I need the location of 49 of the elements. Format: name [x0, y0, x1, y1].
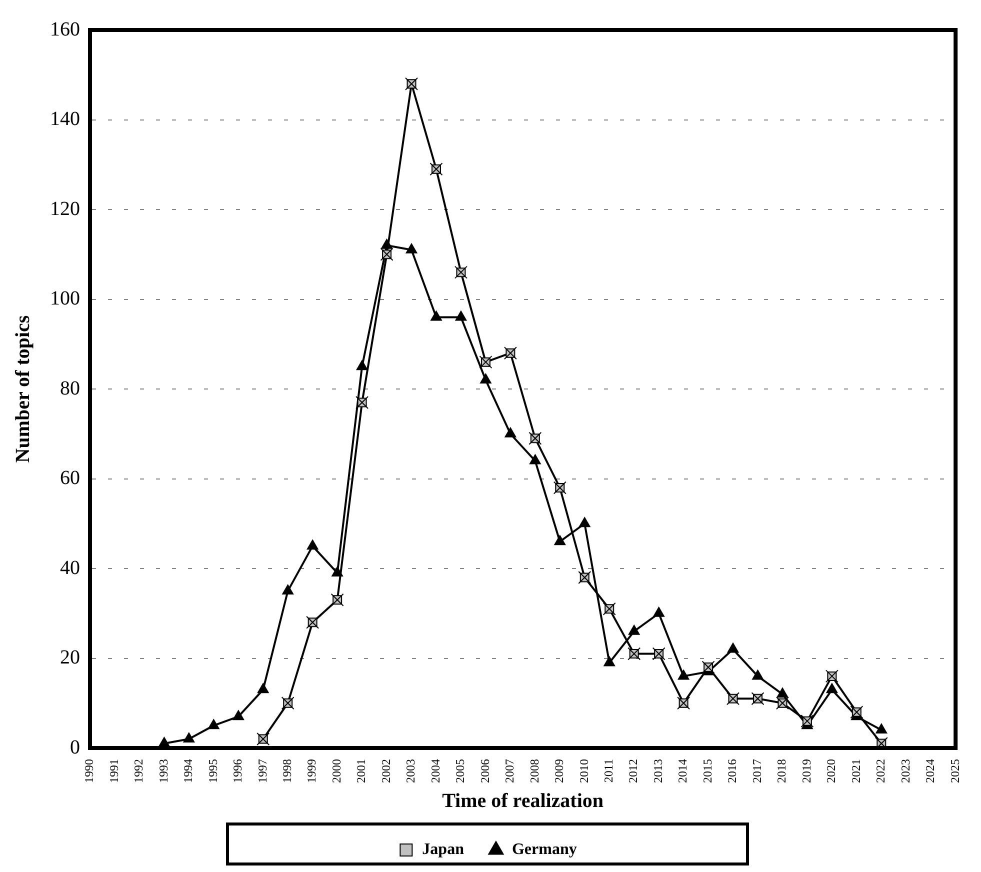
x-tick-label: 2006 [478, 759, 492, 783]
x-tick-label: 2014 [676, 759, 690, 783]
x-tick-label: 2012 [626, 759, 640, 783]
x-tick-label: 2015 [700, 759, 714, 783]
x-tick-label: 1993 [156, 759, 170, 783]
x-tick-label: 2008 [527, 759, 542, 783]
x-tick-label: 2022 [874, 759, 888, 783]
x-tick-label: 2001 [354, 759, 368, 783]
x-tick-label: 2010 [576, 759, 591, 783]
y-tick-label: 160 [50, 18, 80, 40]
x-tick-label: 2016 [725, 759, 740, 783]
y-tick-label: 120 [50, 198, 80, 220]
x-tick-label: 2017 [750, 759, 764, 783]
x-tick-label: 1995 [206, 759, 220, 783]
x-tick-label: 2004 [428, 759, 442, 783]
x-tick-label: 1990 [82, 759, 96, 783]
x-tick-label: 2023 [898, 759, 912, 783]
x-tick-label: 1999 [304, 759, 319, 783]
y-tick-label: 40 [60, 556, 80, 579]
x-tick-label: 2013 [650, 759, 665, 783]
y-tick-label: 20 [60, 646, 80, 668]
y-axis-title: Number of topics [12, 315, 34, 463]
legend-label: Japan [422, 841, 464, 858]
y-tick-label: 60 [60, 467, 80, 489]
x-tick-label: 2000 [329, 759, 344, 783]
x-tick-label: 2003 [404, 759, 418, 783]
x-tick-label: 2009 [552, 759, 566, 783]
x-tick-label: 1997 [255, 759, 270, 783]
x-tick-label: 1991 [106, 759, 121, 783]
x-tick-label: 2007 [502, 759, 517, 783]
x-tick-label: 2021 [848, 759, 863, 783]
x-tick-label: 1998 [280, 759, 294, 783]
x-tick-label: 2025 [948, 759, 962, 783]
x-tick-label: 2020 [824, 759, 838, 783]
x-tick-label: 1996 [230, 759, 245, 783]
x-axis-title: Time of realization [442, 790, 604, 812]
x-tick-label: 1994 [181, 759, 196, 783]
x-tick-label: 2005 [453, 759, 468, 783]
x-tick-label: 2002 [378, 759, 393, 783]
x-tick-label: 2018 [774, 759, 789, 783]
x-tick-label: 1992 [132, 759, 146, 783]
y-tick-label: 140 [50, 108, 80, 130]
y-tick-label: 80 [60, 377, 80, 400]
x-tick-label: 2024 [923, 759, 938, 783]
y-tick-label: 0 [70, 736, 80, 758]
legend-label: Germany [512, 841, 577, 858]
x-tick-label: 2011 [602, 759, 616, 783]
y-tick-label: 100 [50, 288, 80, 310]
x-tick-label: 2019 [799, 759, 814, 783]
